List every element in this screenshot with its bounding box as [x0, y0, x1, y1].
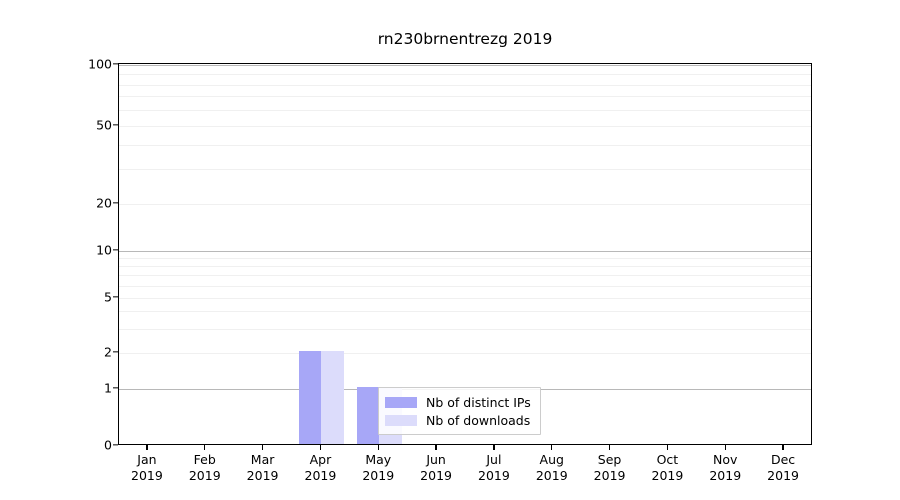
x-axis-tick-label: Aug 2019 — [535, 452, 568, 483]
gridline-minor — [119, 298, 811, 299]
y-axis-tick-label: 20 — [96, 195, 112, 211]
x-axis-tick-label: Jul 2019 — [478, 452, 510, 483]
legend-swatch-distinct-ips — [385, 396, 417, 408]
y-axis-tick-mark — [113, 387, 118, 389]
y-axis-tick-label: 2 — [104, 344, 112, 360]
x-axis-tick-label: Sep 2019 — [593, 452, 626, 483]
x-axis-tick-mark — [146, 445, 148, 450]
x-axis-tick-label: Oct 2019 — [651, 452, 684, 483]
x-axis-tick-label: May 2019 — [362, 452, 395, 483]
gridline-minor — [119, 169, 811, 171]
gridline-minor — [119, 204, 811, 205]
gridline-minor — [119, 144, 811, 146]
x-axis-tick-mark — [261, 445, 264, 450]
x-axis-tick-mark — [204, 445, 206, 450]
x-axis-tick-label: Mar 2019 — [246, 452, 279, 483]
legend-label-distinct-ips: Nb of distinct IPs — [426, 394, 531, 410]
x-axis-tick-mark — [377, 445, 379, 450]
x-axis-tick-label: Apr 2019 — [304, 452, 337, 483]
x-axis-tick-mark — [608, 445, 611, 450]
x-axis-tick-label: Jun 2019 — [420, 452, 452, 483]
y-axis-tick-label: 0 — [104, 437, 112, 453]
bar — [321, 351, 344, 444]
chart-legend[interactable]: Nb of distinct IPs Nb of downloads — [378, 387, 541, 435]
y-axis-tick-labels: 0 1 2 5 10 20 50 100 — [62, 0, 112, 500]
gridline-minor — [119, 311, 811, 313]
y-axis-tick-mark — [113, 202, 118, 204]
y-axis-tick-mark — [113, 296, 118, 298]
legend-label-downloads: Nb of downloads — [426, 412, 531, 428]
x-axis-tick-mark — [319, 445, 322, 450]
x-axis-tick-mark — [493, 445, 495, 450]
plot-area — [118, 63, 812, 445]
legend-item-distinct-ips[interactable]: Nb of distinct IPs — [385, 393, 531, 411]
bar — [356, 387, 380, 444]
gridline-minor — [119, 96, 811, 98]
y-axis-tick-label: 100 — [88, 56, 112, 72]
y-axis-tick-mark — [113, 351, 118, 353]
x-axis: Jan 2019 Feb 2019 Mar 2019 Apr 2019 May 2019 Jun 20… — [0, 445, 900, 500]
gridline-minor — [119, 353, 811, 354]
legend-item-downloads[interactable]: Nb of downloads — [385, 411, 531, 429]
gridline-minor — [119, 109, 811, 111]
gridline-minor — [119, 126, 811, 127]
chart-title: rn230brnentrezg 2019 — [377, 30, 553, 48]
y-axis-tick-mark — [113, 444, 118, 446]
y-axis-tick-marks — [113, 0, 119, 500]
x-axis-tick-mark — [782, 445, 784, 450]
gridline-minor — [119, 328, 811, 330]
gridline-minor — [119, 285, 811, 287]
x-axis-tick-label: Dec 2019 — [767, 452, 799, 483]
x-axis-tick-mark — [551, 445, 553, 450]
y-axis-tick-mark — [113, 249, 118, 251]
gridline-minor — [119, 84, 811, 86]
x-axis-tick-label: Feb 2019 — [188, 452, 221, 483]
gridline-major — [119, 65, 811, 66]
gridline-minor — [119, 74, 811, 76]
gridline-major — [119, 251, 811, 252]
gridline-minor — [119, 275, 811, 277]
gridline-minor — [119, 266, 811, 268]
x-axis-tick-mark — [435, 445, 437, 450]
y-axis-tick-label: 5 — [104, 289, 112, 305]
y-axis-tick-label: 1 — [104, 380, 112, 396]
gridline-minor — [119, 258, 811, 260]
x-axis-tick-label: Jan 2019 — [131, 452, 163, 483]
x-axis-tick-label: Nov 2019 — [709, 452, 742, 483]
legend-swatch-downloads — [385, 414, 417, 426]
y-axis-tick-mark — [113, 124, 118, 126]
y-axis-tick-label: 50 — [96, 117, 112, 133]
bar — [298, 351, 322, 444]
y-axis-tick-mark — [113, 63, 118, 65]
x-axis-tick-mark — [724, 445, 726, 450]
x-axis-tick-mark — [666, 445, 669, 450]
y-axis-tick-label: 10 — [96, 242, 112, 258]
